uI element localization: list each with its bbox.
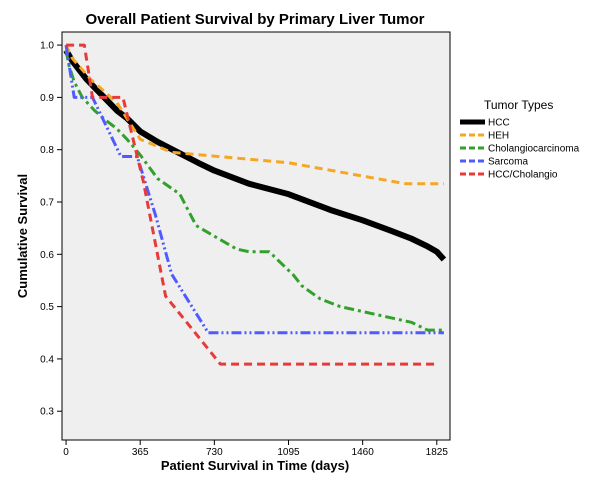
axes: 0 365 730 1095 1460 1825 0.3 0.4 0.5 0.6 0.7 0.8 0.9… xyxy=(40,41,448,458)
legend-label: Cholangiocarcinoma xyxy=(488,144,580,155)
chart-title: Overall Patient Survival by Primary Live… xyxy=(85,11,424,28)
y-tick-label: 0.3 xyxy=(40,407,54,418)
y-tick-label: 0.4 xyxy=(40,354,54,365)
legend-label: HCC xyxy=(488,118,510,129)
y-tick-label: 0.8 xyxy=(40,145,54,156)
legend-label: HEH xyxy=(488,131,509,142)
series-layer xyxy=(63,43,447,366)
x-tick-label: 0 xyxy=(63,447,69,458)
series-line-hcc-cholangio xyxy=(66,43,437,366)
x-tick-label: 730 xyxy=(206,447,223,458)
plot-area xyxy=(61,31,451,441)
y-tick-label: 0.6 xyxy=(40,250,54,261)
series-line-heh xyxy=(64,44,444,186)
legend: Tumor Types HCC HEH Cholangiocarcinoma Sarc… xyxy=(460,98,580,181)
legend-title: Tumor Types xyxy=(484,98,553,112)
x-tick-label: 1095 xyxy=(277,447,300,458)
y-tick-label: 0.7 xyxy=(40,198,54,209)
y-tick-label: 1.0 xyxy=(40,41,54,52)
x-tick-label: 1825 xyxy=(426,447,449,458)
y-axis-label: Cumulative Survival xyxy=(15,174,30,298)
series-line-sarcoma xyxy=(64,44,444,335)
series-line-cholangiocarcinoma xyxy=(64,50,444,332)
legend-label: HCC/Cholangio xyxy=(488,170,558,181)
x-axis-label: Patient Survival in Time (days) xyxy=(161,458,349,473)
x-tick-label: 1460 xyxy=(352,447,375,458)
legend-label: Sarcoma xyxy=(488,157,528,168)
y-tick-label: 0.9 xyxy=(40,93,54,104)
y-tick-label: 0.5 xyxy=(40,302,54,313)
x-tick-label: 365 xyxy=(132,447,149,458)
